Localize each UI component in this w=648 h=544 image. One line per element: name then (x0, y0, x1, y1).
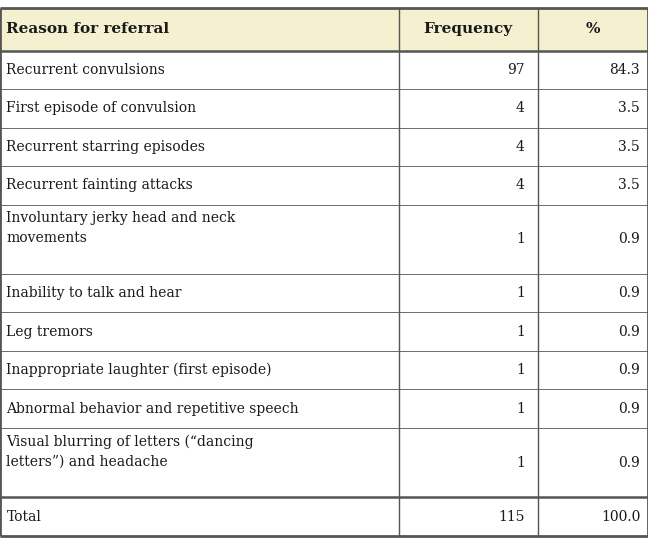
Bar (0, 127, 648, 166)
Bar (0, 497, 648, 536)
Text: 84.3: 84.3 (610, 63, 640, 77)
Bar (0, 274, 648, 312)
Text: 0.9: 0.9 (618, 286, 640, 300)
Text: 3.5: 3.5 (618, 178, 640, 193)
Text: 100.0: 100.0 (601, 510, 640, 523)
Text: 1: 1 (516, 286, 525, 300)
Bar (0, 89, 648, 127)
Bar (0, 312, 648, 351)
Text: 1: 1 (516, 325, 525, 339)
Text: 3.5: 3.5 (618, 140, 640, 154)
Text: 3.5: 3.5 (618, 101, 640, 115)
Text: Leg tremors: Leg tremors (6, 325, 93, 339)
Text: 4: 4 (516, 140, 525, 154)
Text: 97: 97 (507, 63, 525, 77)
Text: Abnormal behavior and repetitive speech: Abnormal behavior and repetitive speech (6, 401, 299, 416)
Bar (0, 166, 648, 205)
Text: 0.9: 0.9 (618, 363, 640, 377)
Text: Recurrent fainting attacks: Recurrent fainting attacks (6, 178, 193, 193)
Text: 1: 1 (516, 401, 525, 416)
Text: 4: 4 (516, 178, 525, 193)
Text: Recurrent starring episodes: Recurrent starring episodes (6, 140, 205, 154)
Text: 0.9: 0.9 (618, 232, 640, 246)
Text: 4: 4 (516, 101, 525, 115)
Bar (0, 51, 648, 89)
Text: Recurrent convulsions: Recurrent convulsions (6, 63, 165, 77)
Text: Inability to talk and hear: Inability to talk and hear (6, 286, 182, 300)
Bar (0, 351, 648, 390)
Text: 0.9: 0.9 (618, 456, 640, 469)
Text: 1: 1 (516, 363, 525, 377)
Text: Inappropriate laughter (first episode): Inappropriate laughter (first episode) (6, 363, 272, 378)
Text: 0.9: 0.9 (618, 325, 640, 339)
Text: %: % (586, 22, 600, 36)
Text: 1: 1 (516, 456, 525, 469)
Bar (0, 390, 648, 428)
Text: 115: 115 (498, 510, 525, 523)
Text: First episode of convulsion: First episode of convulsion (6, 101, 196, 115)
Bar (0, 205, 648, 274)
Text: Frequency: Frequency (424, 22, 513, 36)
Bar (0, 8, 648, 51)
Bar (0, 428, 648, 497)
Text: Visual blurring of letters (“dancing
letters”) and headache: Visual blurring of letters (“dancing let… (6, 435, 254, 468)
Text: Total: Total (6, 510, 41, 523)
Text: 1: 1 (516, 232, 525, 246)
Text: Involuntary jerky head and neck
movements: Involuntary jerky head and neck movement… (6, 211, 236, 245)
Text: 0.9: 0.9 (618, 401, 640, 416)
Text: Reason for referral: Reason for referral (6, 22, 170, 36)
